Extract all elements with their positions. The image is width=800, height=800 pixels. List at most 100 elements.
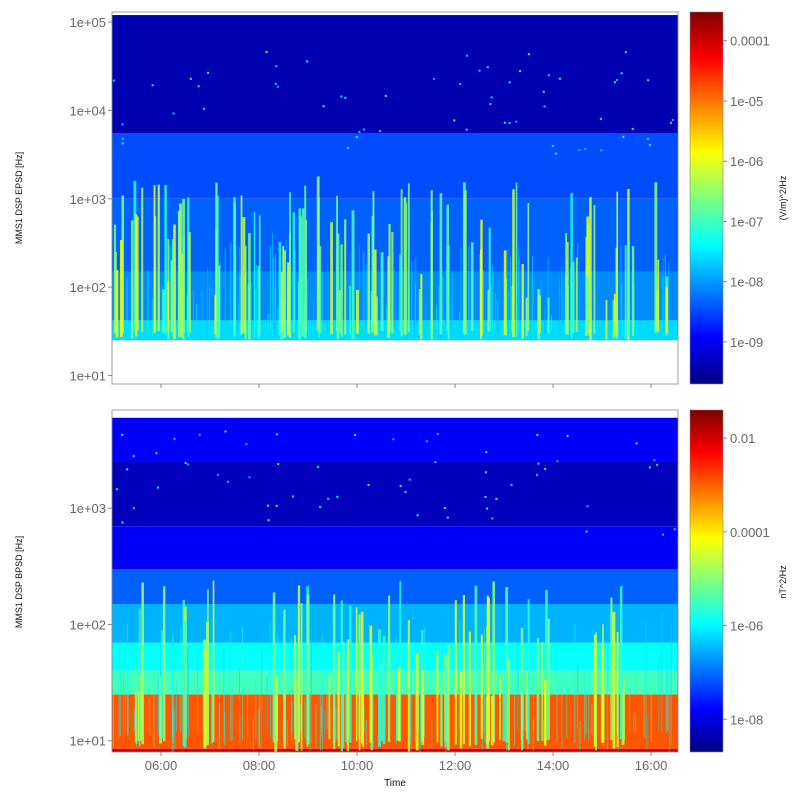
emission-burst bbox=[665, 286, 668, 333]
speckle bbox=[267, 519, 270, 522]
speckle bbox=[478, 69, 481, 72]
texture-stripe bbox=[532, 717, 534, 751]
emission-burst bbox=[470, 242, 474, 332]
emission-burst bbox=[521, 664, 524, 749]
speckle bbox=[362, 128, 365, 131]
emission-burst bbox=[468, 631, 472, 747]
speckle bbox=[121, 123, 124, 126]
colorbar-tick-label: 1e-06 bbox=[730, 154, 763, 169]
texture-stripe bbox=[313, 299, 315, 333]
texture-stripe bbox=[411, 261, 413, 331]
emission-burst bbox=[380, 252, 384, 331]
emission-burst bbox=[328, 676, 331, 740]
emission-burst bbox=[257, 265, 261, 339]
emission-burst bbox=[397, 667, 401, 742]
texture-stripe bbox=[309, 662, 311, 751]
emission-burst bbox=[515, 182, 518, 338]
emission-burst bbox=[382, 635, 386, 745]
speckle bbox=[392, 438, 395, 441]
emission-burst bbox=[248, 233, 251, 340]
texture-stripe bbox=[267, 314, 269, 339]
texture-stripe bbox=[419, 658, 421, 752]
emission-burst bbox=[616, 191, 619, 338]
texture-stripe bbox=[219, 262, 221, 330]
speckle bbox=[155, 452, 158, 455]
emission-burst bbox=[480, 634, 483, 740]
emission-burst bbox=[505, 278, 508, 336]
emission-burst bbox=[420, 274, 423, 340]
emission-burst bbox=[340, 600, 343, 752]
emission-burst bbox=[610, 597, 613, 740]
texture-stripe bbox=[153, 678, 155, 748]
speckle bbox=[346, 146, 349, 149]
texture-stripe bbox=[491, 277, 493, 324]
emission-burst bbox=[498, 675, 501, 740]
emission-burst bbox=[179, 267, 182, 336]
texture-stripe bbox=[239, 717, 241, 743]
y-tick-label: 1e+03 bbox=[69, 192, 106, 207]
emission-burst bbox=[297, 585, 301, 743]
texture-stripe bbox=[435, 306, 437, 327]
emission-burst bbox=[570, 193, 573, 338]
texture-stripe bbox=[255, 288, 257, 327]
emission-burst bbox=[399, 581, 402, 742]
texture-stripe bbox=[514, 641, 516, 746]
emission-burst bbox=[447, 245, 450, 340]
speckle bbox=[647, 79, 650, 82]
texture-stripe bbox=[420, 674, 422, 747]
texture-stripe bbox=[664, 293, 666, 340]
y-axis-bpsd: 1e+01 1e+02 1e+03 bbox=[69, 501, 112, 749]
speckle bbox=[306, 60, 309, 63]
texture-stripe bbox=[299, 704, 301, 731]
panel-epsd: 1e+01 1e+02 1e+03 1e+04 1e+05 MMS1 DSP EPSD … bbox=[14, 11, 788, 388]
emission-burst bbox=[287, 262, 290, 336]
emission-burst bbox=[131, 220, 134, 339]
speckle bbox=[425, 440, 428, 443]
spectrogram-epsd bbox=[112, 15, 678, 341]
y-tick-label: 1e+02 bbox=[69, 617, 106, 632]
emission-burst bbox=[566, 241, 569, 335]
texture-stripe bbox=[394, 269, 396, 328]
texture-stripe bbox=[147, 270, 149, 334]
texture-stripe bbox=[496, 317, 498, 332]
texture-stripe bbox=[494, 292, 496, 332]
texture-stripe bbox=[239, 246, 241, 324]
emission-burst bbox=[358, 614, 361, 740]
texture-stripe bbox=[229, 630, 231, 741]
speckle bbox=[276, 85, 279, 88]
speckle bbox=[121, 137, 124, 140]
spectral-band bbox=[112, 526, 678, 570]
emission-burst bbox=[212, 580, 215, 742]
speckle bbox=[216, 473, 219, 476]
speckle bbox=[656, 463, 659, 466]
emission-burst bbox=[445, 667, 449, 748]
texture-stripe bbox=[442, 277, 444, 324]
emission-burst bbox=[536, 638, 540, 742]
emission-burst bbox=[211, 679, 214, 744]
texture-stripe bbox=[662, 257, 664, 331]
texture-stripe bbox=[336, 683, 338, 740]
texture-stripe bbox=[542, 720, 544, 743]
emission-burst bbox=[480, 219, 483, 336]
texture-stripe bbox=[255, 681, 257, 739]
x-tick-label: 06:00 bbox=[145, 758, 178, 773]
speckle bbox=[274, 82, 277, 85]
speckle bbox=[459, 82, 462, 85]
emission-burst bbox=[283, 609, 286, 741]
speckle bbox=[622, 135, 625, 138]
speckle bbox=[173, 437, 176, 440]
texture-stripe bbox=[414, 260, 416, 341]
texture-stripe bbox=[294, 249, 296, 325]
texture-stripe bbox=[579, 720, 581, 751]
emission-burst bbox=[370, 291, 373, 334]
texture-stripe bbox=[431, 718, 433, 748]
emission-burst bbox=[295, 680, 299, 751]
texture-stripe bbox=[664, 254, 666, 326]
texture-stripe bbox=[343, 317, 345, 332]
texture-stripe bbox=[458, 674, 460, 748]
speckle bbox=[485, 451, 488, 454]
texture-stripe bbox=[445, 270, 447, 339]
texture-stripe bbox=[468, 246, 470, 323]
y-tick-label: 1e+01 bbox=[69, 734, 106, 749]
emission-burst bbox=[369, 625, 373, 743]
